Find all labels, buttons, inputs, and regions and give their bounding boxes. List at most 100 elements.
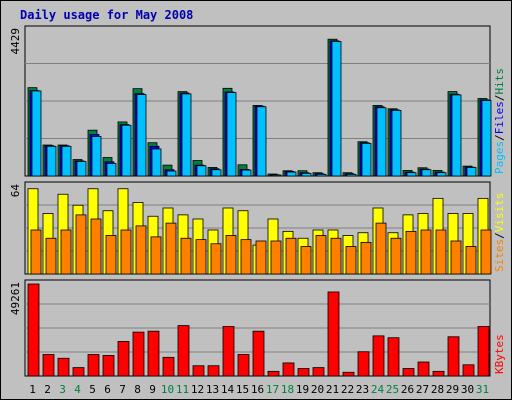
- day-label: 4: [74, 383, 81, 396]
- legend-entry: Pages: [493, 141, 506, 174]
- bar-pages: [196, 165, 207, 177]
- bar-sites: [450, 240, 462, 275]
- day-label: 11: [176, 383, 189, 396]
- day-label: 21: [326, 383, 339, 396]
- bar-sites: [300, 246, 312, 275]
- bar-sites: [375, 222, 387, 275]
- day-label: 27: [416, 383, 429, 396]
- bar-sites: [75, 214, 87, 275]
- ymax-label-1: 64: [9, 184, 22, 198]
- day-label: 7: [119, 383, 126, 396]
- bar-kbytes: [327, 291, 340, 377]
- bar-sites: [360, 241, 372, 275]
- legend-entry: Visits: [493, 193, 506, 233]
- day-label: 3: [59, 383, 66, 396]
- bar-pages: [301, 172, 312, 177]
- bar-sites: [135, 225, 147, 275]
- bar-sites: [435, 229, 447, 275]
- bar-kbytes: [102, 355, 115, 377]
- day-label: 24: [371, 383, 385, 396]
- bar-kbytes: [402, 368, 415, 377]
- bar-sites: [165, 222, 177, 275]
- ymax-label-2: 49261: [9, 282, 22, 315]
- bar-pages: [106, 163, 117, 177]
- bar-pages: [76, 161, 87, 177]
- day-label: 8: [134, 383, 141, 396]
- bar-pages: [406, 172, 417, 177]
- bar-kbytes: [267, 370, 280, 377]
- day-label: 26: [401, 383, 414, 396]
- day-label: 13: [206, 383, 219, 396]
- day-label: 2: [44, 383, 51, 396]
- bar-pages: [376, 107, 387, 177]
- bar-kbytes: [372, 335, 385, 377]
- bar-pages: [331, 41, 342, 177]
- day-label: 20: [311, 383, 324, 396]
- day-label: 17: [266, 383, 279, 396]
- bar-sites: [180, 237, 192, 275]
- ymax-label-0: 4429: [9, 28, 22, 55]
- day-label: 16: [251, 383, 264, 396]
- bar-sites: [480, 229, 492, 275]
- bar-pages: [481, 100, 492, 177]
- bar-sites: [255, 240, 267, 275]
- legend-entry: Sites: [493, 239, 506, 272]
- day-label: 25: [386, 383, 399, 396]
- chart-title: Daily usage for May 2008: [20, 8, 194, 22]
- bar-sites: [345, 246, 357, 275]
- day-label: 14: [221, 383, 235, 396]
- bar-sites: [210, 243, 222, 275]
- legend-entry: Files: [493, 101, 506, 134]
- legend-sites-visits: Sites/Visits: [493, 193, 506, 273]
- bar-kbytes: [162, 356, 175, 377]
- bar-kbytes: [207, 365, 220, 377]
- bar-pages: [226, 92, 237, 177]
- bar-pages: [91, 136, 102, 177]
- bar-kbytes: [417, 361, 430, 377]
- day-label: 6: [104, 383, 111, 396]
- bar-sites: [105, 235, 117, 275]
- bar-pages: [46, 145, 57, 177]
- bar-sites: [315, 235, 327, 275]
- bar-pages: [391, 110, 402, 177]
- day-label: 5: [89, 383, 96, 396]
- bar-kbytes: [177, 325, 190, 377]
- bar-sites: [420, 229, 432, 275]
- bar-kbytes: [72, 367, 85, 377]
- bar-pages: [316, 173, 327, 177]
- bar-sites: [150, 236, 162, 275]
- bar-pages: [181, 93, 192, 177]
- bar-sites: [90, 218, 102, 275]
- bar-sites: [330, 237, 342, 275]
- bar-sites: [285, 237, 297, 275]
- bar-kbytes: [432, 370, 445, 377]
- bar-pages: [451, 94, 462, 177]
- bar-pages: [31, 90, 42, 177]
- bar-sites: [270, 240, 282, 275]
- legend-hits-files-pages: Pages/Files/Hits: [493, 68, 506, 174]
- bar-pages: [436, 172, 447, 177]
- bar-sites: [240, 239, 252, 275]
- day-label: 28: [431, 383, 444, 396]
- bar-pages: [166, 170, 177, 177]
- bar-pages: [271, 174, 282, 177]
- bar-kbytes: [357, 351, 370, 377]
- bar-pages: [121, 124, 132, 177]
- day-label: 10: [161, 383, 174, 396]
- bar-kbytes: [477, 326, 490, 377]
- bar-pages: [241, 169, 252, 177]
- bar-kbytes: [132, 331, 145, 377]
- day-label: 31: [476, 383, 489, 396]
- bar-pages: [466, 167, 477, 177]
- bar-sites: [405, 230, 417, 275]
- bar-kbytes: [447, 336, 460, 377]
- legend-kbytes: KBytes: [493, 334, 506, 374]
- bar-kbytes: [117, 341, 130, 377]
- bar-kbytes: [57, 357, 70, 377]
- bar-sites: [60, 229, 72, 275]
- bar-pages: [361, 142, 372, 177]
- bar-sites: [195, 239, 207, 275]
- bar-sites: [465, 246, 477, 275]
- bar-sites: [390, 237, 402, 275]
